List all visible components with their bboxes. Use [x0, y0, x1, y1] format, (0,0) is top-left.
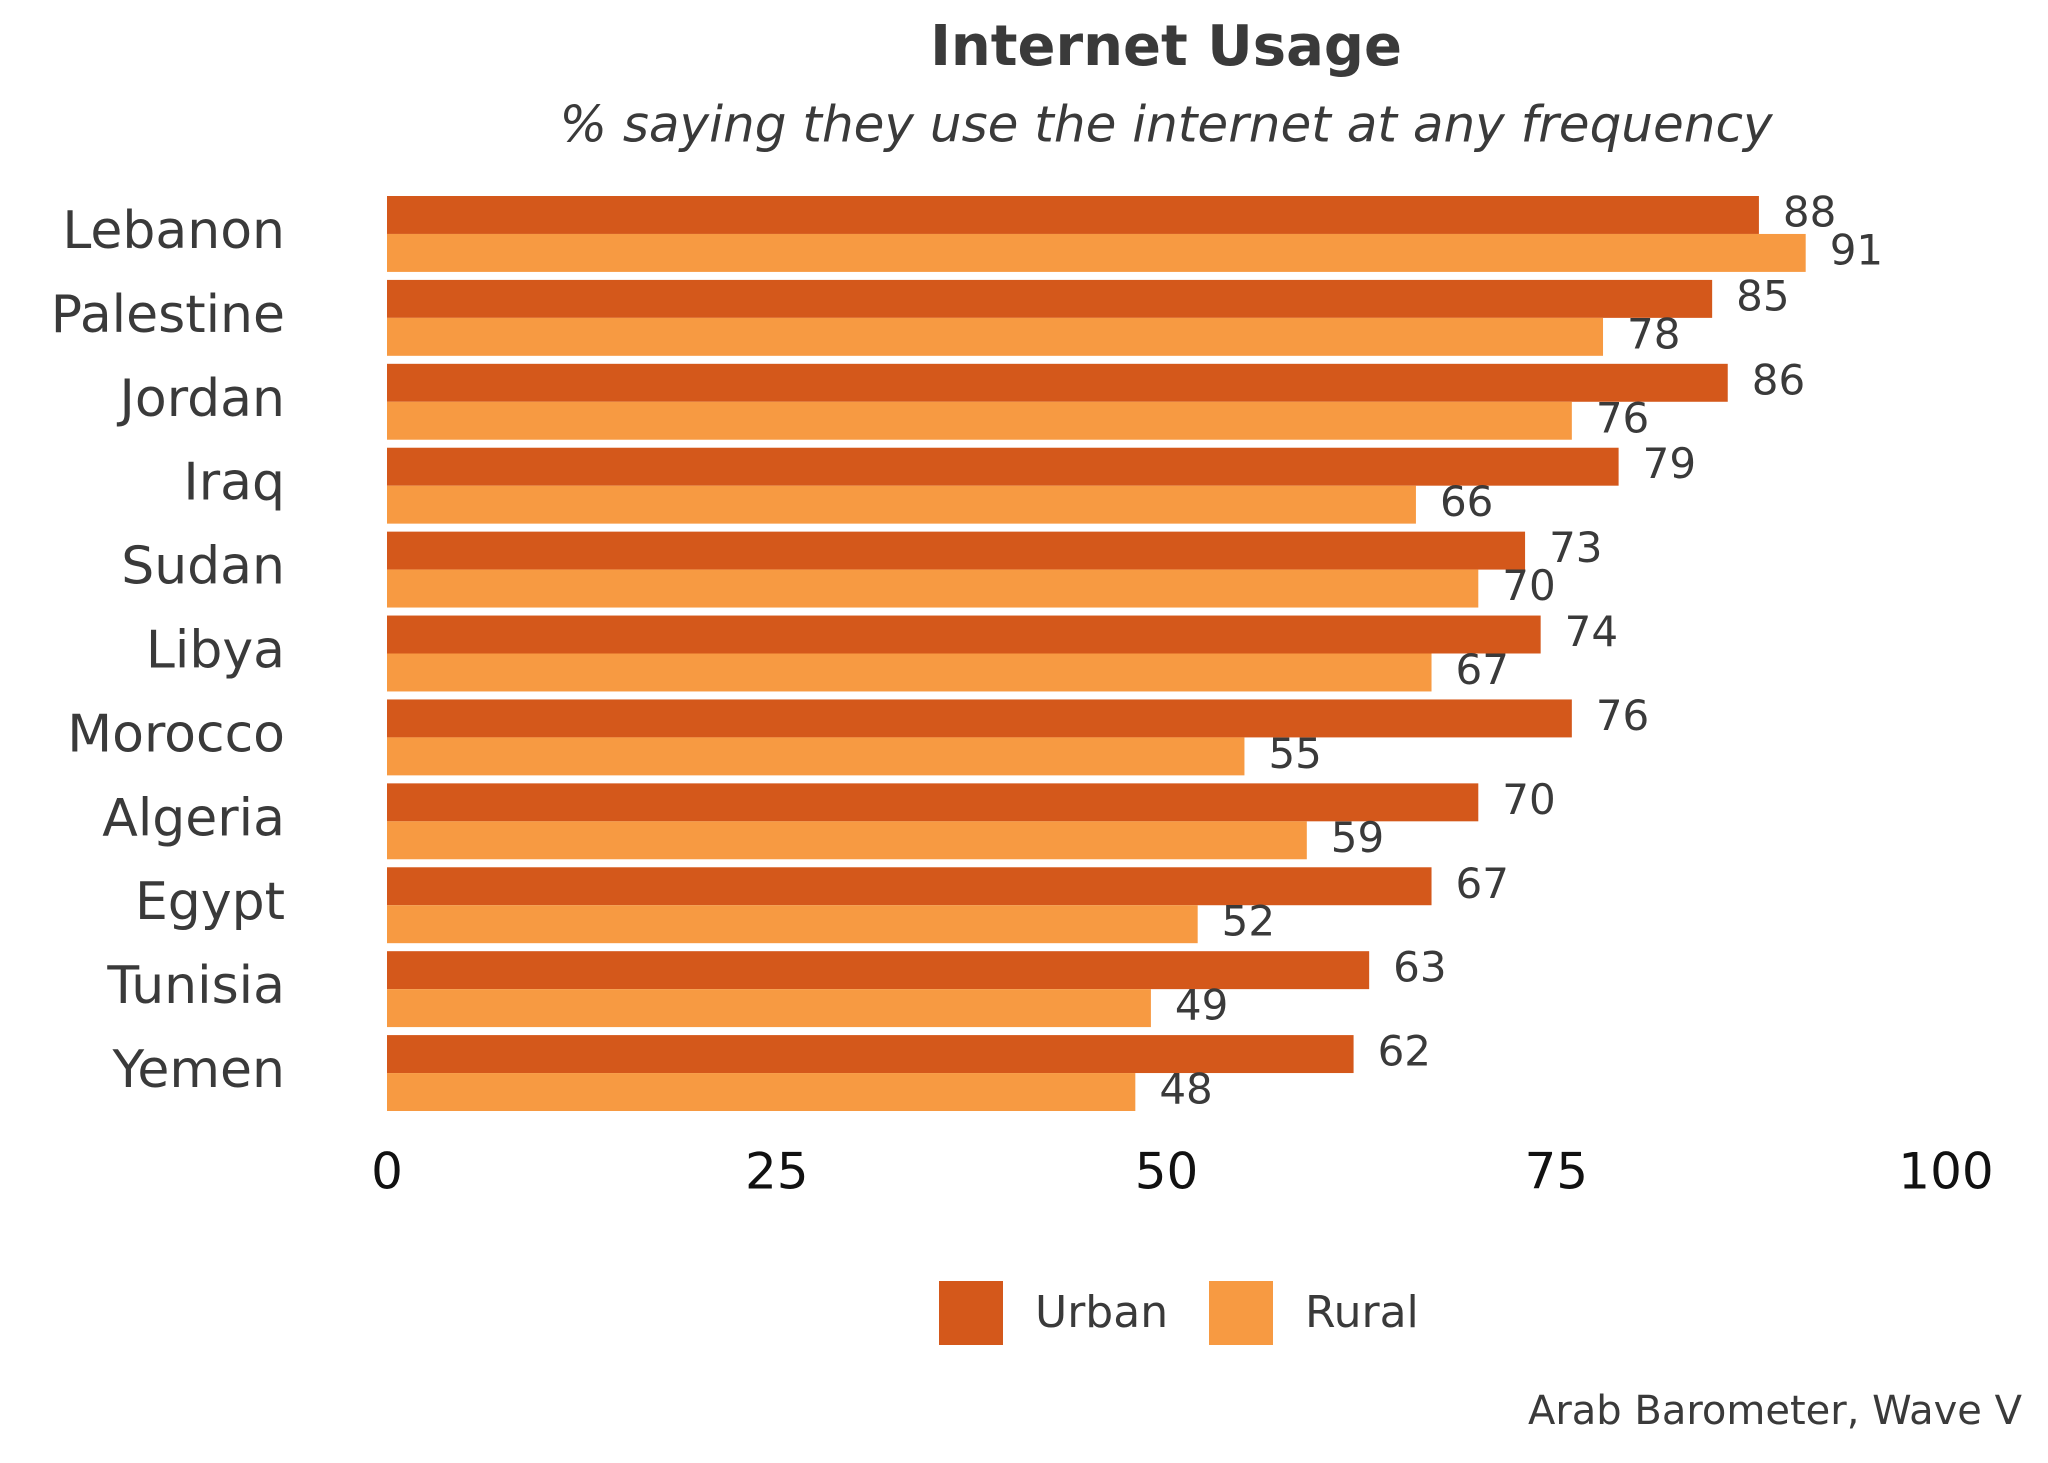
bar [387, 951, 1370, 990]
category-label: Morocco [67, 704, 285, 764]
value-label: 85 [1736, 271, 1789, 320]
bar [387, 905, 1198, 944]
category-label: Sudan [121, 537, 285, 597]
category-label: Yemen [112, 1040, 285, 1100]
value-label: 76 [1596, 393, 1649, 442]
legend-label: Urban [1035, 1287, 1168, 1338]
bar [387, 196, 1759, 234]
value-label: 48 [1159, 1065, 1212, 1114]
value-label: 67 [1456, 645, 1509, 694]
bar [387, 1035, 1354, 1074]
bar [387, 401, 1572, 440]
bar [387, 821, 1307, 860]
category-label: Libya [146, 621, 285, 681]
value-label: 49 [1175, 981, 1228, 1030]
bar [387, 317, 1604, 356]
chart-subtitle: % saying they use the internet at any fr… [559, 96, 1773, 154]
category-label: Lebanon [62, 201, 285, 261]
bar [387, 653, 1432, 692]
bar [387, 989, 1151, 1028]
bar [387, 783, 1479, 822]
value-label: 88 [1783, 187, 1836, 236]
category-label: Iraq [183, 453, 285, 513]
value-label: 67 [1456, 859, 1509, 908]
value-label: 73 [1549, 523, 1602, 572]
bar [387, 867, 1432, 906]
category-label: Jordan [117, 369, 285, 429]
bar [387, 447, 1619, 486]
value-label: 70 [1502, 561, 1555, 610]
legend-swatch [939, 1281, 1003, 1345]
category-label: Egypt [135, 872, 285, 932]
x-tick-label: 75 [1524, 1143, 1588, 1201]
bar [387, 279, 1713, 318]
chart-title: Internet Usage [930, 14, 1402, 79]
x-tick-label: 25 [745, 1143, 809, 1201]
value-label: 66 [1440, 477, 1493, 526]
bar [387, 699, 1572, 738]
bar [387, 363, 1728, 402]
value-label: 78 [1627, 309, 1680, 358]
value-label: 62 [1378, 1027, 1431, 1076]
value-label: 74 [1565, 607, 1618, 656]
bar [387, 233, 1806, 272]
value-label: 91 [1830, 225, 1883, 274]
value-label: 55 [1268, 729, 1321, 778]
x-tick-label: 100 [1898, 1143, 1993, 1201]
bar [387, 615, 1541, 654]
value-label: 76 [1596, 691, 1649, 740]
value-label: 59 [1331, 813, 1384, 862]
bar [387, 485, 1416, 524]
bar [387, 569, 1479, 608]
legend-label: Rural [1305, 1287, 1419, 1338]
value-label: 86 [1752, 355, 1805, 404]
value-label: 70 [1502, 775, 1555, 824]
bar [387, 531, 1526, 570]
category-label: Tunisia [106, 956, 285, 1016]
x-tick-label: 50 [1135, 1143, 1199, 1201]
value-label: 63 [1393, 943, 1446, 992]
category-label: Palestine [51, 285, 285, 345]
value-label: 52 [1222, 897, 1275, 946]
category-label: Algeria [102, 788, 285, 848]
x-tick-label: 0 [371, 1143, 403, 1201]
bar [387, 737, 1245, 776]
value-label: 79 [1643, 439, 1696, 488]
legend-swatch [1209, 1281, 1273, 1345]
bar [387, 1073, 1136, 1111]
source-note: Arab Barometer, Wave V [1528, 1388, 2023, 1434]
